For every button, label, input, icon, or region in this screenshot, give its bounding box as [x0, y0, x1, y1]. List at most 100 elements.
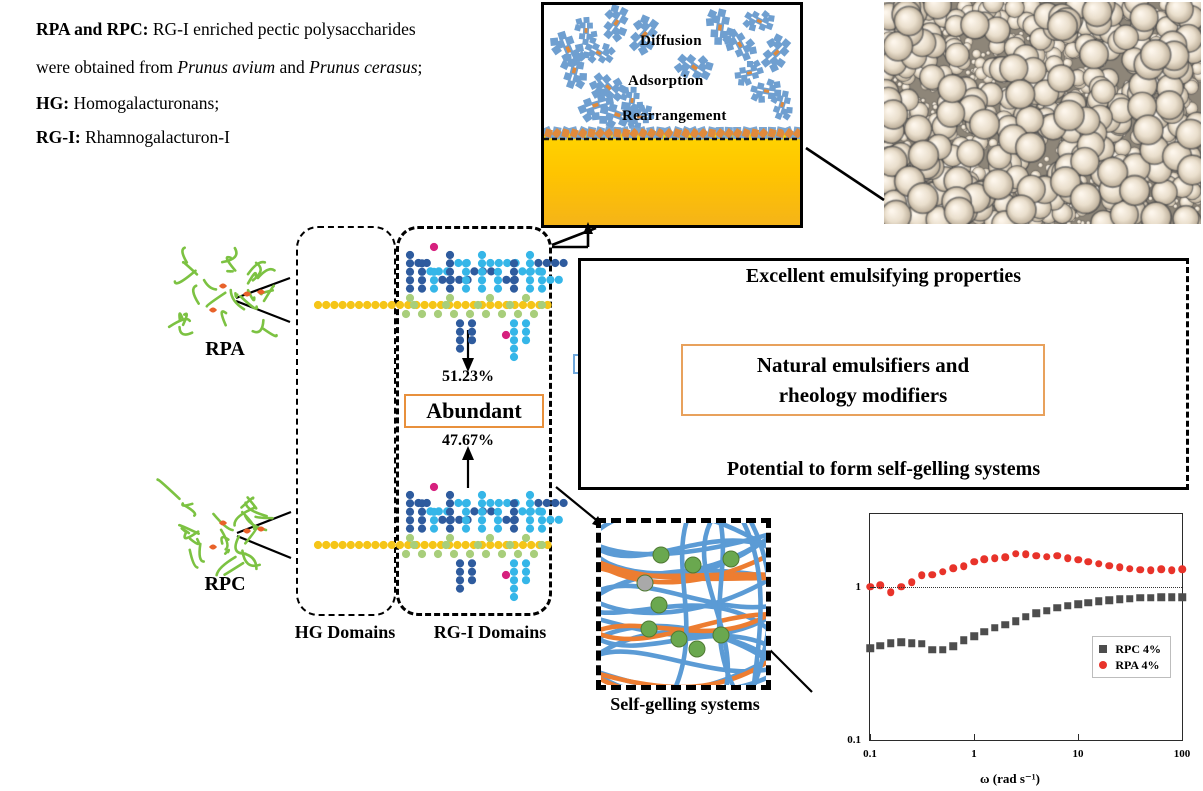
data-point: [918, 640, 926, 648]
legend-line-2: were obtained from Prunus avium and Prun…: [36, 57, 423, 77]
data-point: [939, 568, 947, 576]
data-point: [1022, 550, 1030, 559]
abbreviation-legend: RPA and RPC: RG-I enriched pectic polysa…: [36, 10, 536, 154]
data-point: [1136, 565, 1145, 574]
self-gelling-caption: Self-gelling systems: [610, 694, 760, 714]
abundant-label: Abundant: [426, 398, 522, 423]
data-point: [1053, 604, 1061, 612]
data-point: [1011, 550, 1020, 558]
x-tickmark: [1182, 734, 1184, 740]
data-point: [1178, 565, 1186, 574]
y-tick-label: 0.1: [847, 734, 861, 746]
hg-domains-label: HG Domains: [294, 622, 396, 642]
species-prunus-avium: Prunus avium: [177, 57, 276, 77]
data-point: [928, 645, 937, 654]
abundant-badge: Abundant: [404, 394, 544, 428]
legend-line-1-rest: RG-I enriched pectic polysaccharides: [148, 19, 416, 39]
data-point: [897, 638, 906, 646]
data-point: [866, 644, 874, 652]
data-point: [1136, 594, 1145, 602]
data-point: [1167, 566, 1176, 574]
legend-line-4: RG-I: Rhamnogalacturon-I: [36, 120, 536, 154]
legend-line-1: RPA and RPC: RG-I enriched pectic polysa…: [36, 10, 536, 48]
data-point: [990, 554, 999, 562]
percentage-bottom: 47.67%: [442, 432, 494, 449]
legend-item: RPC 4%: [1099, 641, 1161, 657]
rpa-polysaccharide-structure: [167, 246, 278, 338]
legend-line-1-bold: RPA and RPC:: [36, 19, 149, 39]
data-point: [1147, 593, 1155, 602]
data-point: [1001, 553, 1010, 561]
data-point: [907, 578, 916, 586]
chart-x-axis-label: ω (rad s⁻¹): [980, 771, 1040, 786]
data-point: [1115, 595, 1124, 603]
data-point: [1105, 596, 1114, 604]
data-point: [1157, 593, 1165, 602]
y-tickmark: [870, 740, 876, 742]
chart-ticks: 0.1 1 10 100 0.1 1: [847, 514, 1190, 760]
legend-line-4-rest: Rhamnogalacturon-I: [80, 127, 230, 147]
legend-marker: [1099, 661, 1108, 669]
legend-marker: [1099, 645, 1108, 653]
data-point: [1115, 563, 1124, 572]
data-point: [1001, 621, 1010, 629]
rpc-polysaccharide-structure: [156, 478, 274, 577]
x-tickmark: [870, 734, 872, 740]
data-point: [1053, 551, 1061, 560]
data-point: [1105, 562, 1114, 570]
label-adsorption: Adsorption: [628, 73, 704, 89]
emulsifying-properties-text: Excellent emulsifying properties: [745, 265, 1022, 287]
data-point: [939, 646, 947, 654]
data-point: [1043, 606, 1051, 615]
prop-box-line1: Natural emulsifiers and: [756, 353, 970, 377]
data-point: [1167, 593, 1176, 601]
data-point: [949, 564, 957, 573]
data-point: [1032, 552, 1041, 560]
emulsion-micrograph: [884, 2, 1201, 224]
legend-label: RPA 4%: [1115, 658, 1160, 672]
data-point: [1032, 609, 1041, 618]
data-point: [980, 627, 989, 636]
data-point: [1074, 600, 1082, 608]
chart-plot-area: 0.1 1 10 100 0.1 1 RPC 4% RPA 4%: [847, 513, 1190, 760]
legend-line-4-bold: RG-I:: [36, 127, 81, 147]
x-tick-label: 100: [1173, 748, 1191, 760]
prop-box-line2: rheology modifiers: [778, 383, 948, 407]
pectin-chain-diagram: [313, 242, 568, 602]
reference-line: [870, 586, 1182, 588]
label-rearrangement: Rearrangement: [622, 108, 727, 124]
legend-label: RPC 4%: [1115, 642, 1161, 656]
data-point: [1043, 552, 1051, 561]
self-gelling-network-diagram: [596, 518, 771, 690]
data-point: [1126, 564, 1134, 573]
label-diffusion: Diffusion: [640, 33, 702, 49]
data-point: [1157, 565, 1165, 573]
rpa-label: RPA: [205, 338, 245, 360]
data-point: [886, 588, 895, 596]
damping-factor-chart: Damping factor (tan δ, G’’/G’) ω (rad s⁻…: [824, 505, 1196, 789]
hg-domains-box: [296, 226, 396, 616]
data-point: [1063, 602, 1072, 610]
data-point: [1094, 559, 1103, 568]
legend-item: RPA 4%: [1099, 657, 1161, 673]
data-point: [1063, 554, 1072, 562]
data-point: [918, 571, 926, 579]
interfacial-adsorption-diagram: Diffusion Adsorption Rearrangement: [541, 2, 803, 228]
data-point: [1178, 593, 1186, 601]
data-point: [949, 642, 957, 650]
chart-data-points: [866, 514, 1186, 740]
data-point: [1147, 566, 1155, 574]
x-tick-label: 0.1: [863, 748, 877, 760]
data-point: [970, 632, 978, 640]
data-point: [980, 555, 989, 563]
data-point: [1074, 556, 1082, 564]
data-point: [907, 639, 916, 647]
data-point: [1011, 617, 1020, 625]
x-tick-label: 10: [1072, 748, 1084, 760]
self-gelling-potential-text: Potential to form self-gelling systems: [726, 458, 1041, 480]
data-point: [1084, 557, 1093, 566]
data-point: [959, 562, 968, 571]
rgi-domains-label: RG-I Domains: [433, 622, 547, 642]
data-point: [959, 636, 968, 645]
legend-line-3-bold: HG:: [36, 93, 70, 113]
